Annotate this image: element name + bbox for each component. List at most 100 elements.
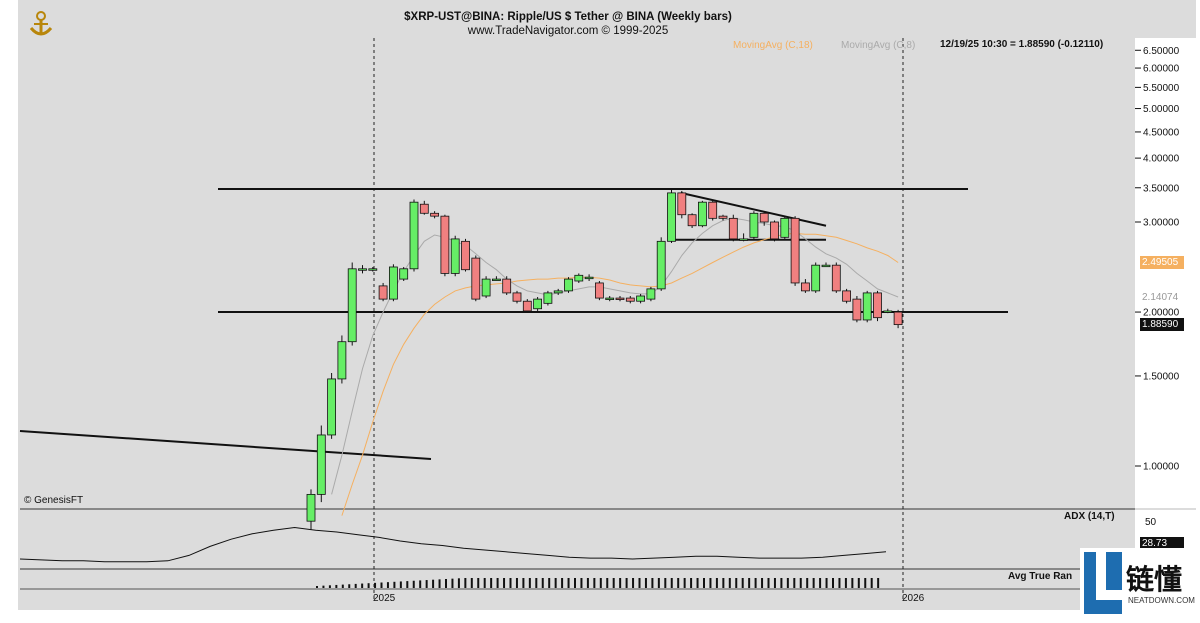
candle-56: [883, 308, 893, 314]
atr-bar: [386, 582, 389, 588]
candle-body: [770, 221, 779, 240]
atr-bar: [335, 584, 338, 588]
candle-body: [306, 493, 316, 522]
atr-bar: [677, 578, 680, 588]
candle-body: [481, 278, 491, 297]
atr-bar: [703, 578, 705, 588]
atr-bar: [812, 578, 815, 588]
last-price-box: 1.88590: [1140, 318, 1184, 331]
chart-title: $XRP-UST@BINA: Ripple/US $ Tether @ BINA…: [404, 11, 732, 23]
atr-bar: [761, 578, 764, 588]
atr-bar: [451, 578, 454, 588]
candle-30: [615, 295, 625, 302]
candle-51: [831, 262, 841, 293]
atr-bar: [393, 581, 396, 588]
y-tick-label: 1.50000: [1143, 371, 1180, 382]
candle-body: [739, 238, 748, 241]
candle-32: [636, 293, 645, 304]
candle-52: [842, 288, 851, 304]
atr-bar: [586, 578, 589, 588]
atr-bar: [690, 578, 693, 588]
ma8-line: [331, 217, 899, 495]
candle-body: [491, 278, 501, 281]
atr-bar: [490, 578, 493, 588]
candle-44: [759, 211, 769, 226]
atr-bar: [561, 578, 564, 588]
atr-bar: [644, 578, 647, 588]
atr-bar: [651, 578, 654, 588]
ma18-line: [341, 232, 899, 516]
candle-body: [625, 297, 635, 302]
adx-tick: 50: [1145, 517, 1157, 528]
atr-bar: [735, 578, 738, 588]
atr-bar: [709, 578, 712, 588]
atr-bar: [515, 578, 518, 588]
candle-body: [419, 203, 429, 214]
atr-bar: [612, 578, 615, 588]
atr-bar: [503, 578, 506, 588]
atr-bar: [438, 579, 441, 588]
candle-body: [667, 192, 676, 242]
brand-logo-subtext: NEATDOWN.COM: [1128, 596, 1195, 605]
candle-body: [461, 240, 470, 271]
y-tick-label: 4.00000: [1143, 154, 1180, 165]
atr-bar: [857, 578, 860, 588]
brand-logo: 链懂 NEATDOWN.COM: [1080, 548, 1198, 618]
candle-8: [388, 264, 398, 302]
candle-body: [337, 341, 347, 380]
candle-body: [636, 295, 645, 302]
candle-50: [821, 262, 831, 268]
candle-55: [873, 290, 882, 322]
atr-bar: [877, 578, 880, 588]
candle-body: [873, 292, 882, 319]
candle-body: [615, 297, 625, 300]
candle-body: [780, 217, 790, 238]
atr-bar: [851, 578, 854, 588]
candle-body: [399, 268, 409, 280]
atr-bar: [432, 579, 435, 588]
candle-49: [811, 262, 821, 293]
atr-bar: [348, 584, 351, 588]
atr-bar: [793, 578, 796, 588]
atr-bar: [670, 578, 673, 588]
candle-54: [862, 290, 872, 323]
y-tick-label: 1.00000: [1143, 462, 1180, 473]
atr-bar: [773, 578, 776, 588]
atr-bar: [722, 578, 725, 588]
atr-bar: [832, 578, 834, 588]
candle-body: [790, 217, 800, 284]
candle-body: [893, 311, 903, 326]
atr-bar: [548, 578, 551, 588]
candle-body: [440, 215, 450, 274]
candle-7: [378, 282, 388, 302]
y-tick-label: 3.50000: [1143, 183, 1180, 194]
candle-27: [584, 274, 594, 282]
candle-33: [646, 286, 656, 302]
candle-body: [409, 201, 419, 270]
atr-bar: [696, 578, 699, 588]
candle-46: [780, 216, 790, 239]
candle-body: [358, 268, 367, 271]
candle-4: [347, 262, 357, 346]
candle-16: [471, 255, 481, 302]
atr-bar: [619, 578, 622, 588]
candle-38: [698, 200, 707, 228]
atr-bar: [767, 578, 770, 588]
atr-bar: [380, 582, 383, 588]
atr-bar: [445, 579, 447, 588]
atr-label: Avg True Ran: [1008, 571, 1073, 582]
atr-bar: [567, 578, 570, 588]
price-panel: [20, 38, 1135, 508]
candle-body: [728, 217, 738, 240]
atr-bar: [535, 578, 538, 588]
candle-body: [327, 378, 337, 436]
atr-bar: [419, 580, 422, 588]
atr-bar: [399, 581, 402, 588]
candle-body: [512, 292, 522, 302]
y-tick-label: 4.50000: [1143, 127, 1180, 138]
atr-bar: [406, 581, 409, 588]
atr-bar: [715, 578, 718, 588]
atr-bar: [361, 583, 364, 588]
candle-body: [883, 310, 893, 313]
atr-bar: [599, 578, 602, 588]
